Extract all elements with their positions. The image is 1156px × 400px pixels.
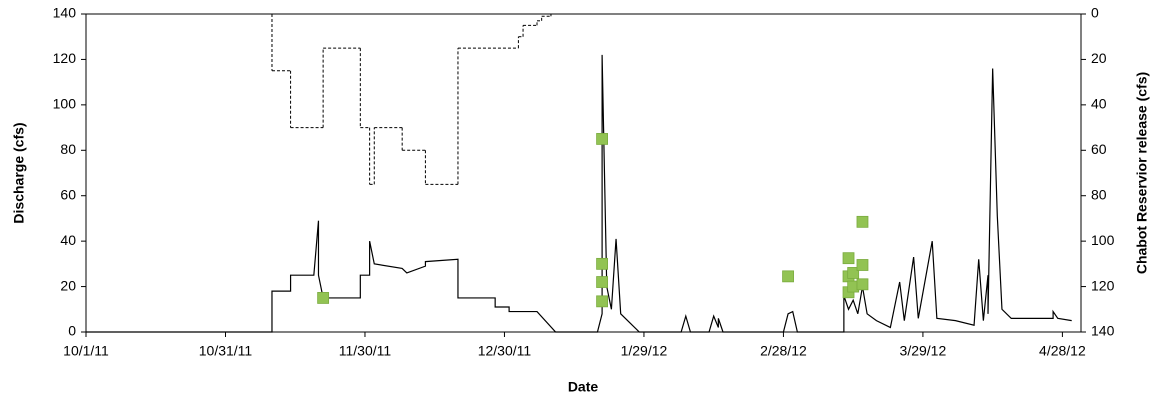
point [856, 259, 869, 271]
x-tick-label: 12/30/11 [478, 343, 532, 359]
point [847, 267, 860, 279]
x-tick-label: 2/28/12 [760, 343, 807, 359]
y-tick-label: 40 [60, 232, 76, 248]
x-axis-title: Date [568, 379, 599, 395]
y2-tick-label: 100 [1091, 232, 1115, 248]
y2-tick-label: 0 [1091, 5, 1099, 21]
point [856, 278, 869, 291]
y2-tick-label: 80 [1091, 186, 1107, 202]
plot-frame [85, 13, 1082, 333]
point [596, 257, 608, 270]
y-tick-label: 60 [60, 186, 76, 202]
x-tick-label: 1/29/12 [621, 343, 668, 359]
y2-tick-label: 60 [1091, 141, 1107, 157]
y-tick-label: 0 [68, 323, 76, 339]
point [842, 252, 855, 265]
y-axis-title: Discharge (cfs) [11, 122, 27, 223]
y2-tick-label: 120 [1091, 277, 1115, 293]
point [596, 295, 608, 308]
y2-tick-label: 140 [1091, 323, 1115, 339]
y-tick-label: 120 [53, 50, 77, 66]
y-tick-label: 20 [60, 277, 76, 293]
y-tick-label: 80 [60, 141, 76, 157]
x-tick-label: 10/31/11 [199, 343, 253, 359]
point [317, 292, 330, 304]
x-tick-label: 11/30/11 [339, 343, 392, 359]
x-tick-label: 3/29/12 [900, 343, 947, 359]
point [596, 133, 608, 145]
y2-tick-label: 20 [1091, 50, 1107, 66]
x-tick-label: 10/1/11 [63, 343, 109, 359]
point [596, 276, 608, 288]
y2-tick-label: 40 [1091, 96, 1107, 112]
point [782, 270, 794, 283]
line [86, 54, 1072, 333]
point [856, 215, 869, 228]
x-tick-label: 4/28/12 [1039, 343, 1086, 359]
y-tick-label: 140 [53, 5, 77, 21]
y2-axis-title: Chabot Reservior release (cfs) [1134, 72, 1150, 274]
y-tick-label: 100 [53, 96, 77, 112]
